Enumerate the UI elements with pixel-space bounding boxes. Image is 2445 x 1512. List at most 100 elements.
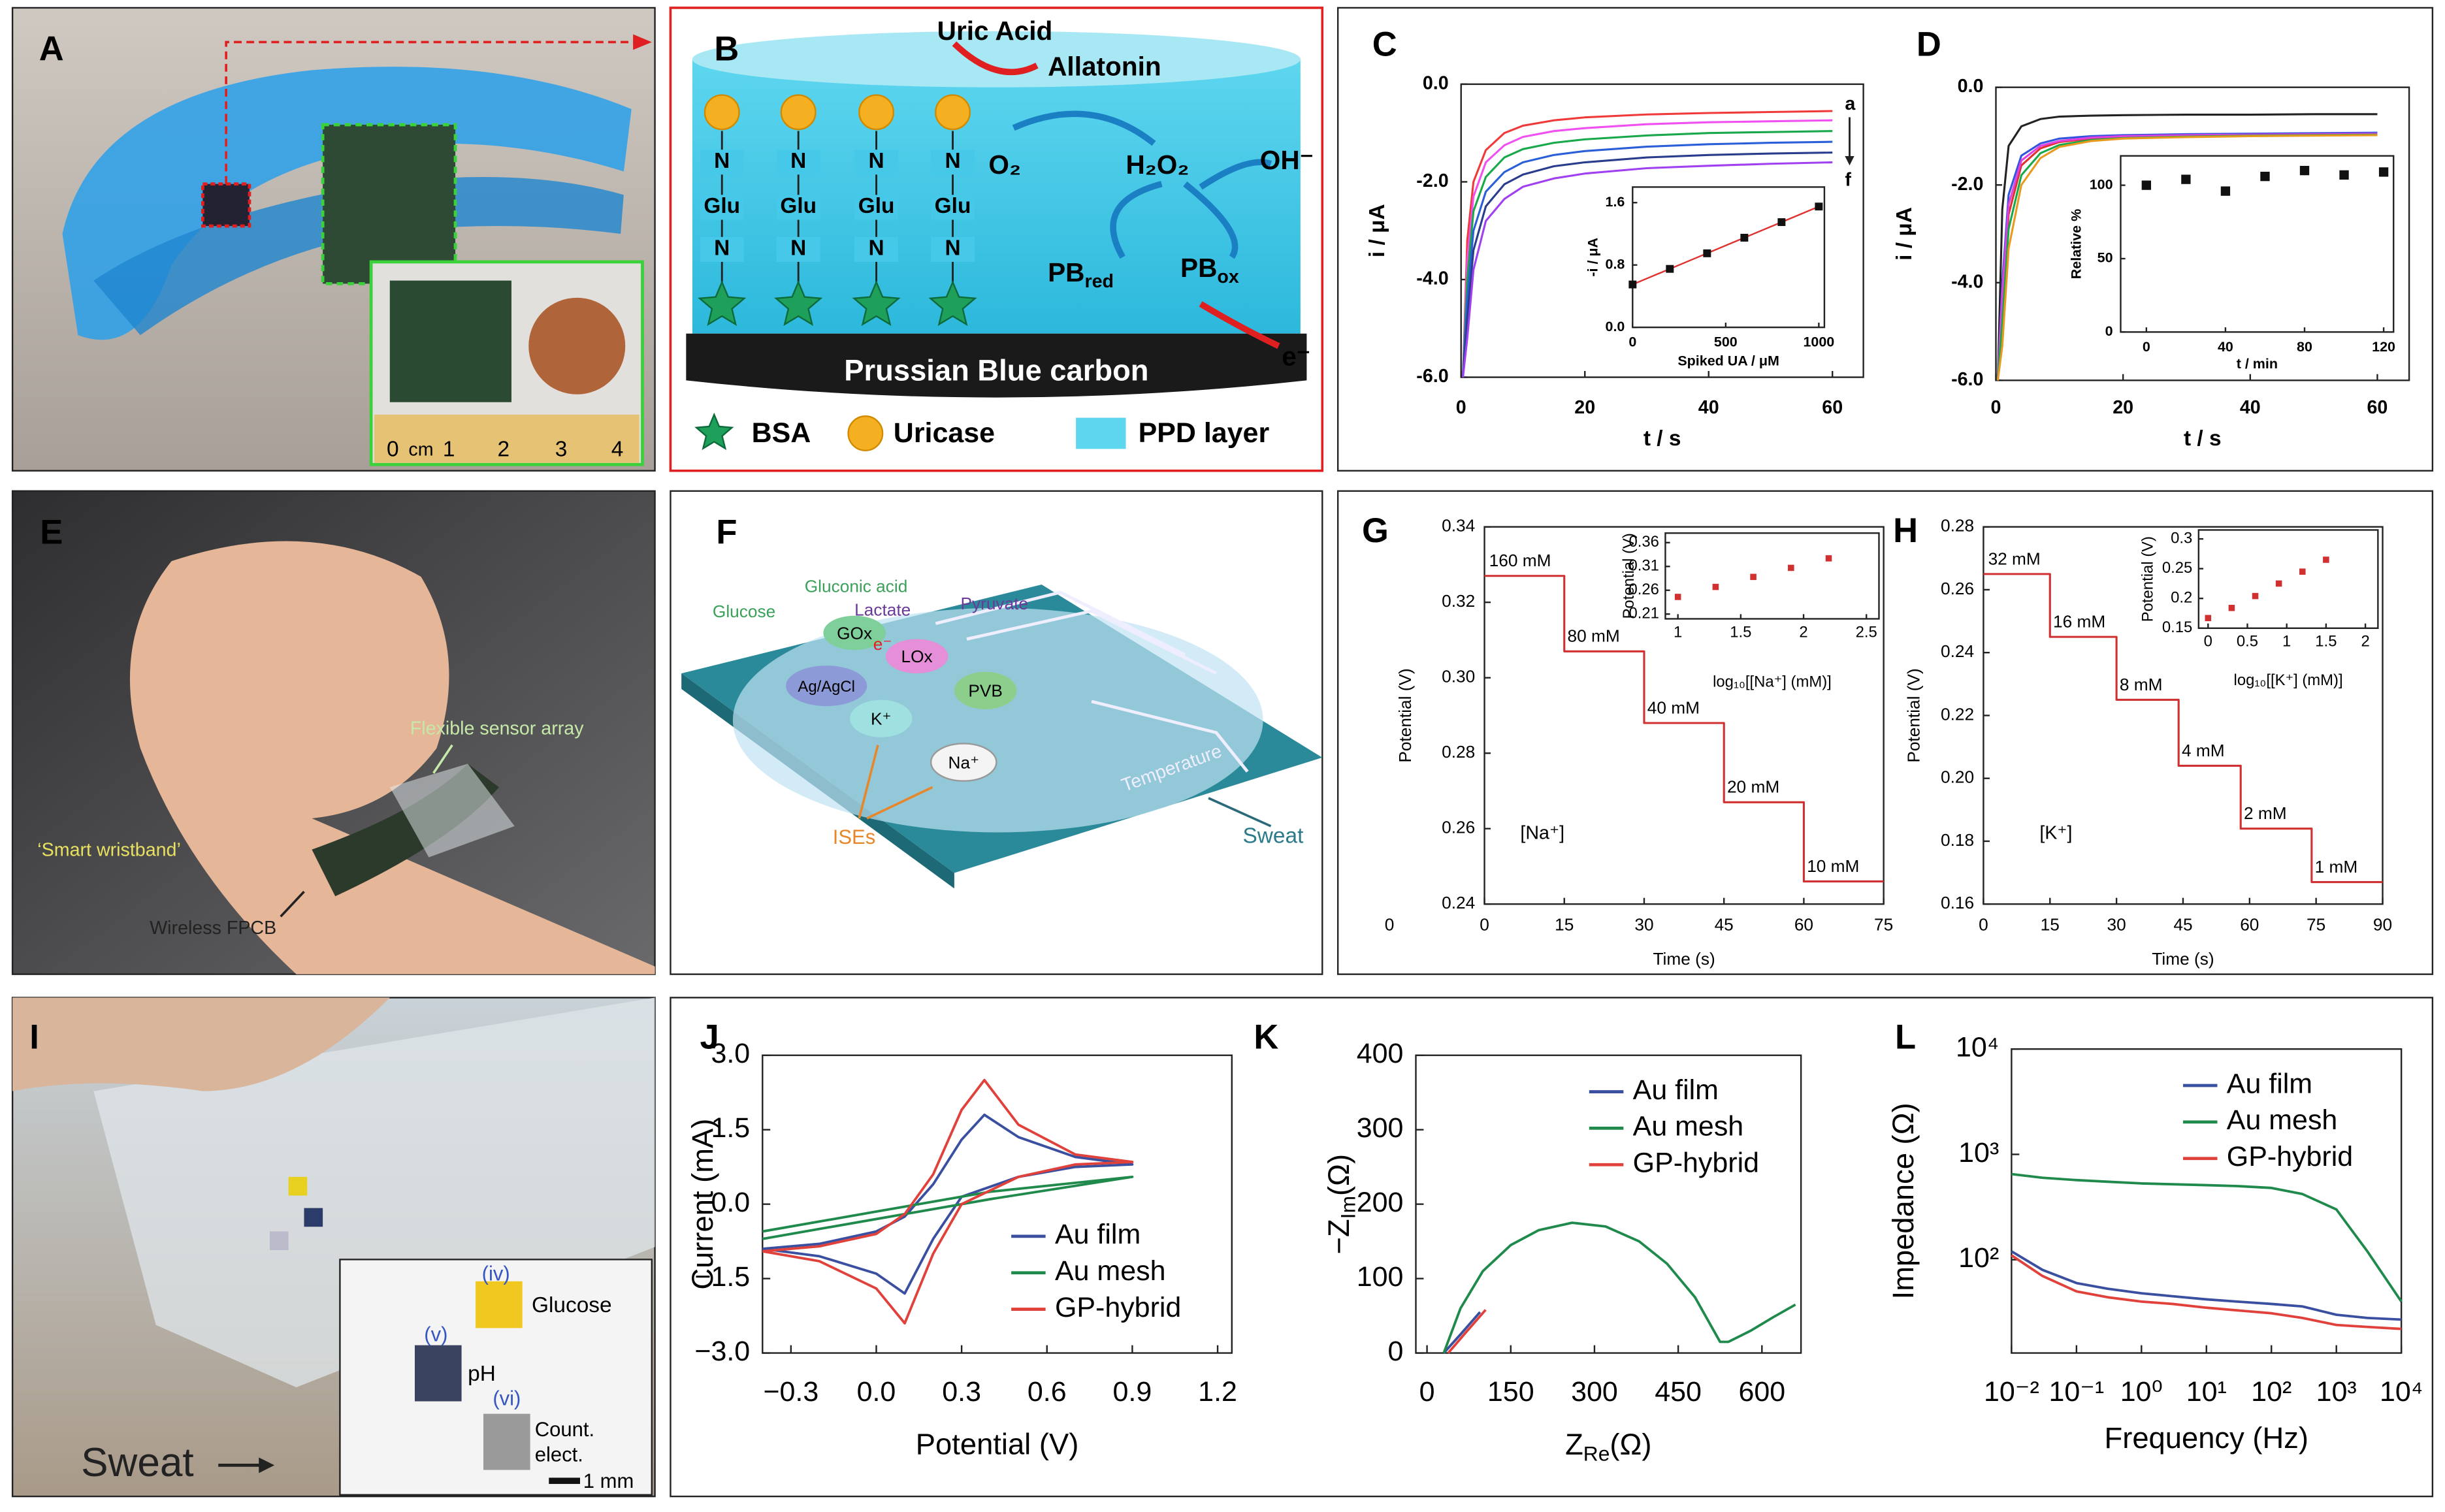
- panel-label: H: [1893, 511, 1918, 550]
- plot-frame: [1664, 532, 1880, 620]
- sensor-label: Flexible sensor array: [410, 718, 584, 739]
- data-point: [1666, 265, 1674, 273]
- o2: O₂: [988, 150, 1021, 180]
- x-tick-label: 30: [1634, 915, 1653, 935]
- uricase-key: [847, 415, 884, 451]
- carbon-base: [686, 333, 1307, 398]
- sensor-array: [389, 764, 515, 858]
- x-tick-label: 45: [1715, 915, 1734, 935]
- x-tick-label: 10²: [2251, 1376, 2291, 1407]
- step-label: 4 mM: [2182, 741, 2225, 760]
- data-point: [1703, 249, 1711, 257]
- y-axis-label: Relative %: [2068, 209, 2084, 279]
- redox-cycle: [1110, 181, 1239, 259]
- data-line: [1996, 113, 2378, 381]
- x-tick-label: 15: [1555, 915, 1574, 935]
- y-tick-label: 0: [2105, 323, 2113, 339]
- y-tick-label: 1.5: [711, 1112, 750, 1144]
- chain-label: Glu: [935, 194, 971, 218]
- y-tick-label: 0.0: [711, 1187, 750, 1218]
- panel-label: L: [1895, 1018, 1916, 1057]
- data-line: [1442, 1221, 1796, 1354]
- data-point: [2205, 615, 2212, 622]
- x-tick-label: 1.2: [1198, 1376, 1237, 1407]
- panel-label: J: [700, 1018, 719, 1057]
- plot-frame: [1415, 1054, 1802, 1354]
- data-point: [1825, 555, 1832, 562]
- arrow-head: [1845, 155, 1854, 166]
- allatonin: Allatonin: [1048, 52, 1161, 82]
- ion-label: [Na⁺]: [1520, 822, 1564, 843]
- x-tick-label: 40: [2218, 339, 2233, 355]
- ion-label: [K⁺]: [2039, 822, 2072, 843]
- y-tick-label: -6.0: [1951, 369, 1983, 390]
- ph-pad: [414, 1345, 462, 1402]
- curve-label: f: [1845, 170, 1851, 191]
- y-tick-label: 0.36: [1628, 533, 1659, 551]
- data-point: [2260, 171, 2270, 182]
- step-label: 80 mM: [1568, 626, 1620, 646]
- label-part: (Ω): [1322, 1154, 1355, 1196]
- glucose: Glucose: [713, 602, 775, 621]
- x-tick-label: 20: [2113, 397, 2133, 418]
- pvb: PVB: [968, 681, 1003, 701]
- legend-label: GP-hybrid: [1055, 1292, 1181, 1323]
- pointer: [432, 744, 453, 774]
- mouthguard-rim: [93, 177, 624, 336]
- x-tick-label: 0: [1628, 334, 1636, 350]
- panel-label: D: [1917, 25, 1941, 63]
- x-tick-label: 0: [1979, 915, 1988, 935]
- pointer: [280, 890, 305, 918]
- label-part: Im: [1336, 1196, 1360, 1219]
- data-point: [2299, 165, 2310, 176]
- y-tick-label: 1.6: [1606, 194, 1625, 210]
- data-line: [1996, 134, 2378, 381]
- data-point: [2378, 167, 2389, 177]
- y-tick-label: 100: [1357, 1261, 1404, 1293]
- plot-frame: [2120, 155, 2395, 333]
- x-tick-label: 150: [1487, 1376, 1534, 1407]
- label-part: −Z: [1322, 1219, 1355, 1254]
- x-tick-label: 0: [1419, 1376, 1435, 1407]
- step-label: 160 mM: [1489, 551, 1551, 570]
- y-axis-label: i / μA: [1892, 207, 1917, 261]
- y-tick-label: -2.0: [1416, 170, 1448, 191]
- x-tick-label: 10⁻¹: [2048, 1376, 2104, 1407]
- panel-label: B: [714, 30, 739, 69]
- bsa-star: [852, 280, 901, 327]
- x-axis-label: log₁₀[[Na⁺] (mM)]: [1713, 673, 1832, 691]
- panel-label: E: [40, 513, 63, 551]
- x-tick-label: 60: [1822, 397, 1843, 418]
- x-tick-label: 60: [1794, 915, 1813, 935]
- data-line: [1484, 575, 1884, 883]
- ruler-label: 1: [443, 438, 455, 462]
- x-tick-label: 0.5: [2237, 633, 2258, 651]
- sweat-label: Sweat: [81, 1440, 193, 1485]
- data-point: [2323, 556, 2329, 563]
- plot-frame: [2197, 529, 2379, 629]
- bsa-star: [928, 280, 977, 327]
- mouthguard: [62, 67, 632, 340]
- y-tick-label: -4.0: [1416, 268, 1448, 289]
- x-tick-label: 120: [2372, 339, 2395, 355]
- pvb-electrode: [954, 671, 1017, 709]
- data-line: [1442, 1311, 1482, 1354]
- data-line: [1462, 130, 1833, 378]
- legend-label: Au mesh: [2227, 1104, 2338, 1136]
- x-tick-label: 0: [1480, 915, 1489, 935]
- label-part: (Ω): [1610, 1428, 1651, 1461]
- y-tick-label: 0.20: [1941, 767, 1974, 787]
- x-tick-label: 1.5: [2315, 633, 2337, 651]
- ruler: [374, 414, 640, 463]
- pad: [288, 1176, 308, 1196]
- y-axis-label: -i / μA: [1585, 238, 1600, 277]
- pad: [269, 1231, 289, 1251]
- enzyme-chains: N Glu N N Glu N N Glu N N Glu N: [698, 94, 977, 327]
- x-tick-label: 2: [1799, 623, 1807, 641]
- subscript: red: [1085, 271, 1114, 292]
- uricase: [780, 94, 817, 131]
- electron: e⁻: [1282, 342, 1310, 372]
- data-point: [1628, 280, 1637, 289]
- x-tick-label: 2: [2361, 633, 2369, 651]
